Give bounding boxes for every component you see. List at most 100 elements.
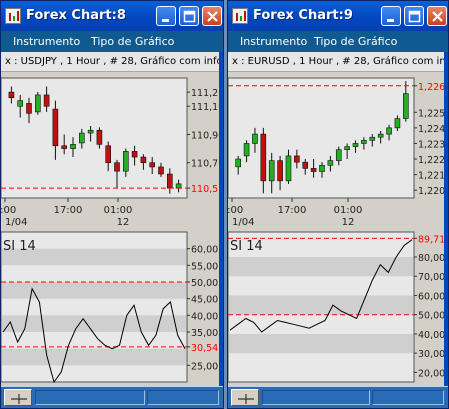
- rsi-axis-label: 89,710: [418, 234, 448, 245]
- candle[interactable]: [43, 94, 50, 107]
- status-bar: [1, 386, 223, 408]
- rsi-axis-label: 60,000: [418, 291, 448, 302]
- candle[interactable]: [369, 136, 376, 141]
- menu-tipo-de-grafico[interactable]: Tipo de Gráfico: [314, 35, 398, 48]
- minimize-button[interactable]: [156, 6, 176, 26]
- candle[interactable]: [285, 155, 292, 182]
- menu-tipo-de-grafico[interactable]: Tipo de Gráfico: [91, 35, 175, 48]
- candle[interactable]: [79, 132, 85, 144]
- candle[interactable]: [327, 160, 334, 166]
- candle[interactable]: [403, 93, 409, 119]
- time-axis-label: 17:00: [54, 205, 83, 216]
- candle[interactable]: [158, 166, 164, 175]
- rsi-line: [229, 239, 413, 333]
- date-axis-label: 12: [117, 217, 130, 228]
- minimize-button[interactable]: [381, 6, 401, 26]
- candle[interactable]: [131, 151, 138, 158]
- close-button[interactable]: [427, 6, 447, 26]
- window-title: Forex Chart:9: [253, 8, 353, 23]
- candle[interactable]: [252, 133, 258, 144]
- candle[interactable]: [268, 160, 275, 182]
- price-plot-area[interactable]: [1, 77, 188, 199]
- rsi-axis-label: 25,00: [191, 361, 218, 372]
- chart-app-icon: [5, 8, 21, 24]
- candle[interactable]: [140, 156, 147, 164]
- candle[interactable]: [87, 129, 94, 134]
- candle[interactable]: [386, 127, 392, 135]
- rsi-axis-label: 20,000: [418, 368, 448, 379]
- close-button[interactable]: [202, 6, 222, 26]
- maximize-button[interactable]: [179, 6, 199, 26]
- candle[interactable]: [260, 133, 267, 182]
- price-axis-label: 110,70: [191, 159, 223, 170]
- rsi-axis-label: 40,000: [418, 330, 448, 341]
- candle[interactable]: [394, 118, 401, 129]
- candle[interactable]: [377, 133, 384, 138]
- status-panel: [262, 390, 370, 405]
- candle[interactable]: [352, 143, 359, 147]
- candle[interactable]: [70, 144, 76, 149]
- candle[interactable]: [310, 168, 317, 172]
- window-border-right: [219, 52, 223, 386]
- menu-bar: Instrumento Tipo de Gráfico: [228, 31, 448, 52]
- chart-area[interactable]: 1,2267 1,2250 1,2240 1,2230 1,2220 1,2210 1,22…: [228, 72, 448, 387]
- rsi-axis-label: 30,000: [418, 349, 448, 360]
- maximize-button[interactable]: [404, 6, 424, 26]
- title-bar[interactable]: Forex Chart:9: [228, 1, 448, 31]
- crosshair-icon: [238, 394, 254, 404]
- candle[interactable]: [61, 145, 68, 149]
- candle[interactable]: [34, 94, 41, 113]
- candle[interactable]: [175, 183, 182, 189]
- price-axis-label: 111,20: [191, 88, 223, 99]
- price-axis-label: 1,2230: [418, 139, 448, 150]
- candle[interactable]: [243, 143, 250, 157]
- rsi-title: SI 14: [3, 239, 36, 254]
- candle[interactable]: [8, 91, 15, 99]
- minimize-icon: [387, 19, 394, 22]
- candle[interactable]: [302, 161, 309, 169]
- crosshair-icon: [11, 394, 27, 404]
- rsi-axis-label: 80,000: [418, 253, 448, 264]
- date-axis-label: 12: [342, 217, 355, 228]
- candle[interactable]: [235, 158, 241, 168]
- price-axis-label: 1,2200: [418, 186, 448, 197]
- rsi-band: [2, 248, 186, 266]
- candle[interactable]: [344, 146, 350, 150]
- candle[interactable]: [149, 162, 155, 168]
- rsi-axis-label: 60,00: [191, 245, 218, 256]
- candle[interactable]: [123, 151, 129, 172]
- time-axis-label: 17:00: [278, 205, 307, 216]
- candle[interactable]: [114, 162, 120, 172]
- crosshair-tool-button[interactable]: [231, 389, 259, 406]
- price-axis-label: 1,2240: [418, 124, 448, 135]
- price-axis-label: 1,2267: [418, 82, 448, 93]
- forex-chart-window-9[interactable]: Forex Chart:9 Instrumento Tipo de Gráfic…: [227, 0, 449, 409]
- menu-instrumento[interactable]: Instrumento: [240, 35, 308, 48]
- chart-area[interactable]: 111,20 111,10 110,90 110,70 110,52 1:00 17:00 0…: [1, 72, 223, 387]
- candle[interactable]: [319, 164, 325, 172]
- rsi-line: [2, 287, 186, 384]
- crosshair-tool-button[interactable]: [4, 389, 32, 406]
- candle[interactable]: [361, 140, 367, 144]
- candle[interactable]: [17, 100, 24, 107]
- date-axis-label: 1/04: [232, 217, 254, 228]
- time-axis-label: 01:00: [104, 205, 133, 216]
- menu-instrumento[interactable]: Instrumento: [13, 35, 81, 48]
- candle[interactable]: [105, 145, 111, 164]
- candle[interactable]: [96, 129, 103, 145]
- price-plot-area[interactable]: [228, 77, 415, 199]
- rsi-band: [2, 282, 186, 299]
- rsi-band: [2, 315, 186, 332]
- candle[interactable]: [294, 155, 300, 163]
- candle[interactable]: [335, 149, 342, 161]
- time-axis-label: 01:00: [334, 205, 363, 216]
- candle[interactable]: [52, 108, 59, 147]
- candle[interactable]: [277, 160, 283, 182]
- candle[interactable]: [167, 173, 173, 189]
- title-bar[interactable]: Forex Chart:8: [1, 1, 223, 31]
- maximize-icon: [183, 10, 196, 23]
- rsi-axis-label: 55,00: [191, 261, 218, 272]
- candle[interactable]: [26, 103, 32, 114]
- forex-chart-window-8[interactable]: Forex Chart:8 Instrumento Tipo de Gráfic…: [0, 0, 224, 409]
- rsi-axis-label: 45,00: [191, 295, 218, 306]
